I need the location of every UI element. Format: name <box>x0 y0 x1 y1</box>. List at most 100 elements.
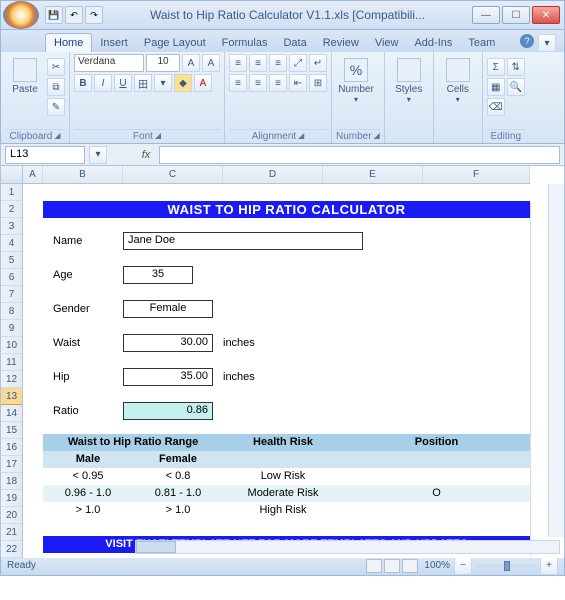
cells-area[interactable]: WAIST TO HIP RATIO CALCULATOR Name Jane … <box>23 184 564 558</box>
fx-icon[interactable]: fx <box>137 146 155 164</box>
tab-page-layout[interactable]: Page Layout <box>136 34 214 52</box>
border-button[interactable]: 田 <box>134 74 152 92</box>
tab-view[interactable]: View <box>367 34 407 52</box>
horizontal-scrollbar[interactable] <box>135 540 560 554</box>
minimize-button[interactable]: — <box>472 6 500 24</box>
row-header[interactable]: 22 <box>1 541 22 558</box>
qat-redo-icon[interactable]: ↷ <box>85 6 103 24</box>
row-header[interactable]: 13 <box>1 388 22 405</box>
align-right-icon[interactable]: ≡ <box>269 74 287 92</box>
border-menu-icon[interactable]: ▾ <box>154 74 172 92</box>
format-painter-icon[interactable]: ✎ <box>47 98 65 116</box>
input-gender[interactable]: Female <box>123 300 213 318</box>
input-waist[interactable]: 30.00 <box>123 334 213 352</box>
row-header[interactable]: 1 <box>1 184 22 201</box>
tab-review[interactable]: Review <box>315 34 367 52</box>
shrink-font-icon[interactable]: A <box>202 54 220 72</box>
zoom-thumb[interactable] <box>504 561 510 571</box>
tab-data[interactable]: Data <box>275 34 314 52</box>
input-name[interactable]: Jane Doe <box>123 232 363 250</box>
row-header[interactable]: 14 <box>1 405 22 422</box>
grow-font-icon[interactable]: A <box>182 54 200 72</box>
qat-undo-icon[interactable]: ↶ <box>65 6 83 24</box>
formula-input[interactable] <box>159 146 560 164</box>
row-header[interactable]: 11 <box>1 354 22 371</box>
fill-icon[interactable]: ▦ <box>487 78 505 96</box>
row-header[interactable]: 7 <box>1 286 22 303</box>
align-top-icon[interactable]: ≡ <box>229 54 247 72</box>
alignment-dialog-icon[interactable]: ◢ <box>298 131 304 142</box>
wrap-text-icon[interactable]: ↵ <box>309 54 327 72</box>
decrease-indent-icon[interactable]: ⇤ <box>289 74 307 92</box>
row-header[interactable]: 2 <box>1 201 22 218</box>
row-header[interactable]: 20 <box>1 507 22 524</box>
vertical-scrollbar[interactable] <box>548 184 564 537</box>
cells-button[interactable]: Cells ▾ <box>438 54 478 104</box>
col-header-D[interactable]: D <box>223 166 323 183</box>
underline-button[interactable]: U <box>114 74 132 92</box>
row-header[interactable]: 9 <box>1 320 22 337</box>
tab-add-ins[interactable]: Add-Ins <box>406 34 460 52</box>
row-header[interactable]: 19 <box>1 490 22 507</box>
sort-icon[interactable]: ⇅ <box>507 58 525 76</box>
bold-button[interactable]: B <box>74 74 92 92</box>
fill-color-button[interactable]: ◆ <box>174 74 192 92</box>
zoom-slider[interactable] <box>476 564 536 568</box>
office-button[interactable] <box>3 1 39 29</box>
row-header[interactable]: 21 <box>1 524 22 541</box>
col-header-C[interactable]: C <box>123 166 223 183</box>
namebox-dropdown-icon[interactable]: ▾ <box>89 146 107 164</box>
tab-insert[interactable]: Insert <box>92 34 136 52</box>
align-middle-icon[interactable]: ≡ <box>249 54 267 72</box>
row-header[interactable]: 8 <box>1 303 22 320</box>
align-center-icon[interactable]: ≡ <box>249 74 267 92</box>
close-button[interactable]: ✕ <box>532 6 560 24</box>
row-header[interactable]: 17 <box>1 456 22 473</box>
tab-home[interactable]: Home <box>45 33 92 52</box>
paste-button[interactable]: Paste <box>5 54 45 95</box>
hscroll-thumb[interactable] <box>136 541 176 553</box>
align-bottom-icon[interactable]: ≡ <box>269 54 287 72</box>
align-left-icon[interactable]: ≡ <box>229 74 247 92</box>
view-page-break-icon[interactable] <box>402 559 418 573</box>
number-dialog-icon[interactable]: ◢ <box>374 131 380 142</box>
zoom-in-button[interactable]: + <box>540 557 558 575</box>
italic-button[interactable]: I <box>94 74 112 92</box>
row-header[interactable]: 4 <box>1 235 22 252</box>
row-header[interactable]: 16 <box>1 439 22 456</box>
input-hip[interactable]: 35.00 <box>123 368 213 386</box>
find-icon[interactable]: 🔍 <box>507 78 525 96</box>
copy-icon[interactable]: ⧉ <box>47 78 65 96</box>
font-color-button[interactable]: A <box>194 74 212 92</box>
qat-save-icon[interactable]: 💾 <box>45 6 63 24</box>
col-header-A[interactable]: A <box>23 166 43 183</box>
input-age[interactable]: 35 <box>123 266 193 284</box>
row-header[interactable]: 3 <box>1 218 22 235</box>
number-format-button[interactable]: % Number ▾ <box>336 54 376 104</box>
col-header-B[interactable]: B <box>43 166 123 183</box>
row-header[interactable]: 18 <box>1 473 22 490</box>
styles-button[interactable]: Styles ▾ <box>389 54 429 104</box>
font-dialog-icon[interactable]: ◢ <box>155 131 161 142</box>
view-normal-icon[interactable] <box>366 559 382 573</box>
merge-center-icon[interactable]: ⊞ <box>309 74 327 92</box>
clipboard-dialog-icon[interactable]: ◢ <box>54 131 60 142</box>
name-box[interactable]: L13 <box>5 146 85 164</box>
zoom-out-button[interactable]: − <box>454 557 472 575</box>
font-size-select[interactable]: 10 <box>146 54 180 72</box>
select-all-corner[interactable] <box>1 166 23 184</box>
orientation-icon[interactable]: ⤢ <box>289 54 307 72</box>
row-header[interactable]: 15 <box>1 422 22 439</box>
tab-team[interactable]: Team <box>460 34 503 52</box>
autosum-icon[interactable]: Σ <box>487 58 505 76</box>
col-header-F[interactable]: F <box>423 166 530 183</box>
font-name-select[interactable]: Verdana <box>74 54 144 72</box>
row-header[interactable]: 10 <box>1 337 22 354</box>
clear-icon[interactable]: ⌫ <box>487 98 505 116</box>
col-header-E[interactable]: E <box>323 166 423 183</box>
row-header[interactable]: 6 <box>1 269 22 286</box>
row-header[interactable]: 5 <box>1 252 22 269</box>
cut-icon[interactable]: ✂ <box>47 58 65 76</box>
help-icon[interactable]: ? <box>520 34 534 48</box>
row-header[interactable]: 12 <box>1 371 22 388</box>
